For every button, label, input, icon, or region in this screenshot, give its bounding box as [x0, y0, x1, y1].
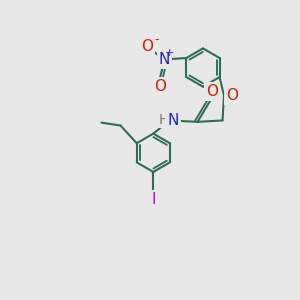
Text: I: I	[151, 192, 156, 207]
Text: -: -	[154, 33, 159, 46]
Text: H: H	[159, 113, 169, 127]
Text: +: +	[165, 48, 174, 58]
Text: O: O	[154, 79, 166, 94]
Text: N: N	[159, 52, 170, 67]
Text: O: O	[226, 88, 238, 103]
Text: N: N	[167, 113, 179, 128]
Text: O: O	[206, 84, 218, 99]
Text: O: O	[141, 39, 153, 54]
